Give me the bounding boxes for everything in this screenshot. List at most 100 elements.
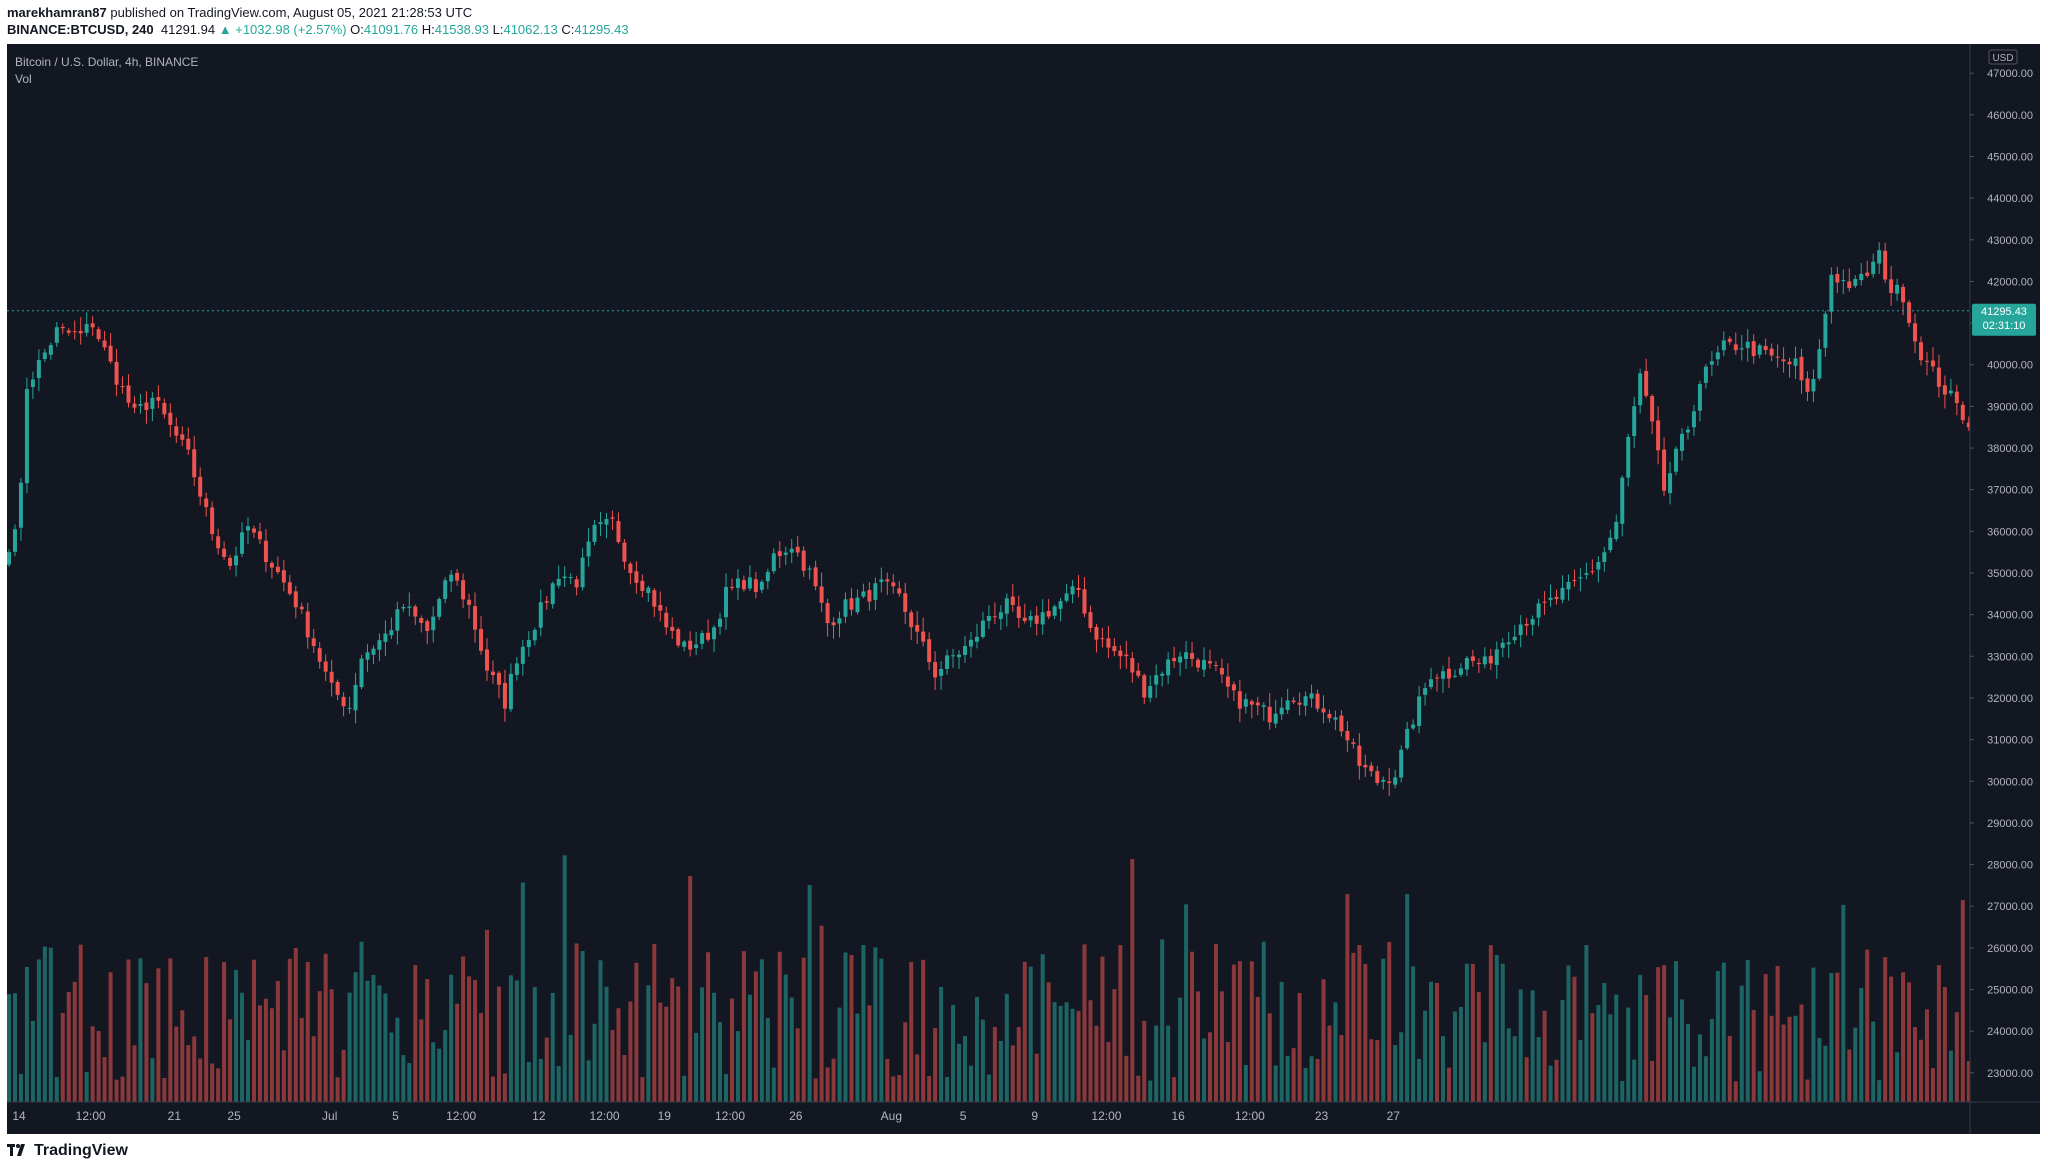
candle-body (1895, 284, 1900, 294)
volume-bar (174, 1026, 179, 1102)
volume-bar (1727, 1035, 1732, 1102)
candle-body (1237, 691, 1242, 709)
candle-body (1715, 352, 1720, 360)
candle-body (251, 528, 256, 533)
candle-body (96, 329, 101, 340)
symbol-name[interactable]: BINANCE:BTCUSD, 240 (7, 22, 154, 37)
candle-body (90, 323, 95, 328)
candle-body (1865, 272, 1870, 276)
volume-bar (401, 1055, 406, 1102)
candle-body (1435, 677, 1440, 679)
volume-bar (168, 958, 173, 1102)
volume-bar (903, 1022, 908, 1102)
time-axis-label: 12:00 (1091, 1109, 1121, 1123)
volume-bar (150, 1058, 155, 1102)
volume-bar (1703, 1056, 1708, 1102)
volume-bar (1566, 965, 1571, 1102)
publisher-name[interactable]: marekhamran87 (7, 5, 107, 20)
candle-body (586, 541, 591, 557)
candle-body (1357, 745, 1362, 766)
volume-bar (36, 959, 41, 1102)
price-axis-label: 23000.00 (1987, 1068, 2033, 1080)
volume-bar (84, 1072, 89, 1102)
candle-body (1124, 654, 1129, 657)
volume-bar (18, 1073, 23, 1102)
candle-body (389, 630, 394, 636)
volume-bar (980, 1019, 985, 1102)
currency-badge[interactable] (1988, 49, 2018, 65)
volume-bar (992, 1026, 997, 1102)
volume-bar (1488, 945, 1493, 1102)
candle-body (1482, 656, 1487, 665)
volume-bar (831, 1058, 836, 1102)
volume-bar (1919, 1039, 1923, 1102)
candle-body (1255, 702, 1260, 706)
volume-bar (1895, 1052, 1900, 1102)
volume-bar (1518, 989, 1523, 1102)
volume-bar (341, 1049, 346, 1102)
volume-bar (915, 1054, 920, 1102)
volume-bar (1745, 959, 1750, 1102)
candle-body (1942, 385, 1947, 395)
volume-bar (1901, 972, 1906, 1102)
candle-body (299, 606, 304, 610)
candle-body (712, 627, 717, 640)
candle-body (186, 438, 191, 450)
candle-body (1058, 601, 1063, 609)
candle-body (1285, 700, 1290, 710)
candle-body (425, 621, 430, 632)
time-axis-label: 14 (12, 1109, 26, 1123)
volume-bar (1052, 1002, 1057, 1102)
candle-body (1172, 658, 1177, 662)
volume-bar (1064, 1002, 1069, 1102)
candle-body (1166, 659, 1171, 676)
volume-bar (765, 1017, 770, 1102)
chart-title[interactable]: Bitcoin / U.S. Dollar, 4h, BINANCE (15, 55, 199, 69)
candle-body (1685, 429, 1690, 433)
volume-bar (24, 967, 29, 1102)
volume-bar (502, 1073, 507, 1102)
volume-bar (849, 954, 854, 1102)
volume-bar (269, 1008, 274, 1102)
volume-bar (783, 974, 788, 1102)
volume-bar (251, 959, 256, 1102)
candle-body (228, 557, 233, 566)
volume-bar (927, 1076, 932, 1102)
candle-body (1207, 661, 1212, 664)
candle-body (287, 582, 292, 594)
time-axis-label: 19 (658, 1109, 672, 1123)
price-axis-label: 43000.00 (1987, 235, 2033, 247)
candle-body (1781, 359, 1786, 362)
candle-body (1040, 612, 1045, 625)
candle-body (66, 330, 71, 333)
footer: TradingView (0, 1134, 2048, 1168)
volume-bar (1291, 1048, 1296, 1102)
chart-area[interactable]: 47000.00 46000.00 45000.00 44000.00 43000.00… (7, 44, 2040, 1134)
candle-body (1052, 606, 1057, 616)
time-axis-label: Aug (881, 1109, 902, 1123)
candle-body (78, 330, 83, 334)
price-axis-bg[interactable] (1970, 44, 2040, 1134)
candle-body (407, 606, 412, 608)
candle-body (359, 658, 364, 688)
volume-bar (114, 1079, 119, 1102)
candle-body (1429, 679, 1434, 688)
price-chart-svg[interactable]: 47000.00 46000.00 45000.00 44000.00 43000.00… (7, 44, 2040, 1134)
volume-indicator-label[interactable]: Vol (15, 72, 32, 86)
candle-body (897, 588, 902, 594)
volume-bar (1793, 1015, 1798, 1102)
volume-bar (234, 969, 239, 1102)
candle-body (1369, 765, 1374, 772)
volume-bar (1656, 967, 1661, 1102)
volume-bar (449, 974, 454, 1102)
volume-bar (1506, 1028, 1511, 1102)
volume-bar (496, 986, 501, 1102)
candle-body (1656, 420, 1661, 451)
candle-body (1184, 652, 1189, 659)
volume-bar (1494, 955, 1499, 1102)
candle-body (957, 654, 962, 658)
candle-body (670, 626, 675, 631)
tradingview-logo[interactable]: TradingView (7, 1142, 128, 1160)
candle-body (192, 449, 197, 478)
volume-bar (526, 1062, 531, 1102)
